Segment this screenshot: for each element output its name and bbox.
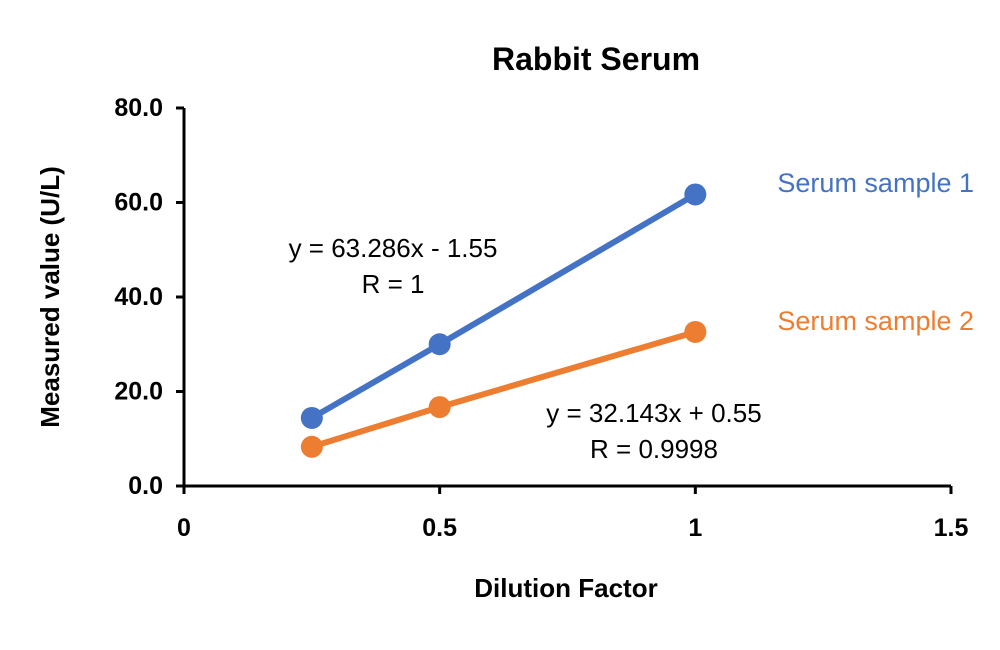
- series-1-equation: y = 63.286x - 1.55: [289, 233, 498, 263]
- series-2-point: [300, 435, 323, 458]
- series-1-point: [428, 333, 451, 356]
- series-2-equation: y = 32.143x + 0.55: [546, 398, 761, 428]
- x-tick-label: 0.5: [422, 514, 457, 542]
- series-2-r-value: R = 0.9998: [590, 434, 718, 464]
- x-axis-label: Dilution Factor: [474, 573, 657, 603]
- series-2-point: [428, 396, 451, 419]
- series-1-label: Serum sample 1: [777, 168, 974, 198]
- y-tick-label: 80.0: [114, 94, 163, 122]
- series-1-line: [308, 191, 699, 421]
- series-2-point: [684, 320, 707, 343]
- series-2-label: Serum sample 2: [777, 306, 974, 336]
- y-axis-label: Measured value (U/L): [35, 166, 65, 428]
- chart-title: Rabbit Serum: [492, 41, 700, 77]
- x-tick-label: 1.5: [934, 514, 969, 542]
- y-tick-label: 40.0: [114, 283, 163, 311]
- series-1-r-value: R = 1: [362, 269, 425, 299]
- y-tick-label: 20.0: [114, 378, 163, 406]
- x-tick-label: 1: [688, 514, 702, 542]
- series-1-point: [300, 406, 323, 429]
- y-tick-label: 0.0: [128, 472, 163, 500]
- series-1-point: [684, 183, 707, 206]
- y-tick-label: 60.0: [114, 189, 163, 217]
- x-tick-label: 0: [177, 514, 191, 542]
- series-2-line: [308, 328, 699, 450]
